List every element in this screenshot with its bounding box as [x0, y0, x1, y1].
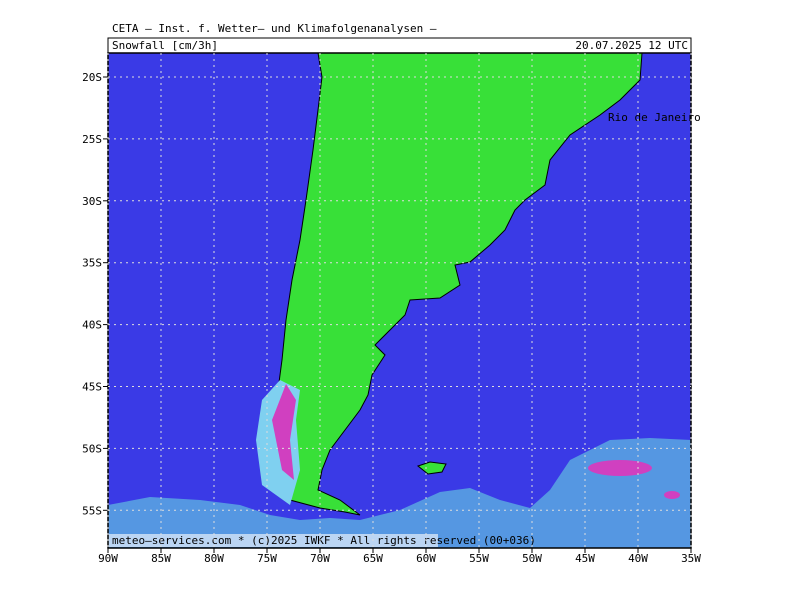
lon-label: 70W	[310, 552, 330, 565]
lon-label: 45W	[575, 552, 595, 565]
land	[265, 52, 643, 516]
lon-label: 85W	[151, 552, 171, 565]
field-label: Snowfall [cm/3h]	[112, 39, 218, 52]
lon-label: 60W	[416, 552, 436, 565]
lat-label: 50S	[82, 442, 102, 455]
lat-label: 25S	[82, 133, 102, 146]
falklands	[416, 461, 447, 475]
lon-label: 50W	[522, 552, 542, 565]
footer-box	[108, 534, 438, 547]
lon-label: 35W	[681, 552, 701, 565]
lat-label: 20S	[82, 71, 102, 84]
snow-band	[108, 438, 691, 548]
footer: meteo–services.com * (c)2025 IWKF * All …	[112, 534, 536, 547]
snow-heavy	[664, 491, 680, 499]
institute: CETA – Inst. f. Wetter– und Klimafolgena…	[112, 22, 437, 35]
lat-label: 35S	[82, 257, 102, 270]
lat-label: 40S	[82, 319, 102, 332]
lat-label: 30S	[82, 195, 102, 208]
snow-heavy	[272, 384, 296, 480]
lon-label: 80W	[204, 552, 224, 565]
lon-label: 75W	[257, 552, 277, 565]
lon-label: 65W	[363, 552, 383, 565]
lon-label: 90W	[98, 552, 118, 565]
datetime: 20.07.2025 12 UTC	[575, 39, 688, 52]
lat-label: 45S	[82, 381, 102, 394]
place-label: Rio de Janeiro	[608, 111, 701, 124]
snow-heavy	[588, 460, 652, 476]
lat-label: 55S	[82, 504, 102, 517]
lon-label: 55W	[469, 552, 489, 565]
lon-label: 40W	[628, 552, 648, 565]
